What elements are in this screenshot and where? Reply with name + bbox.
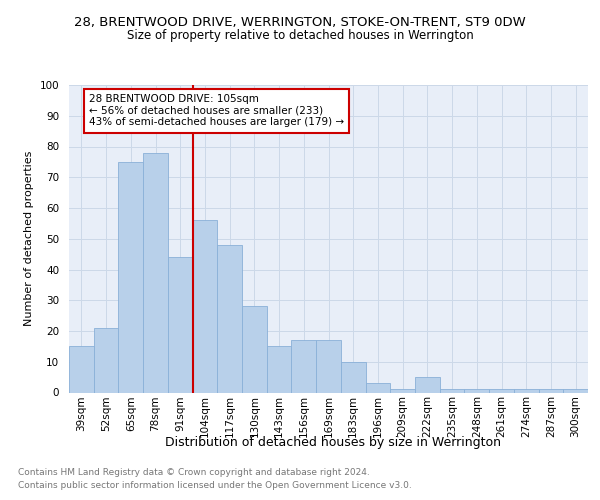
Text: 28, BRENTWOOD DRIVE, WERRINGTON, STOKE-ON-TRENT, ST9 0DW: 28, BRENTWOOD DRIVE, WERRINGTON, STOKE-O… [74, 16, 526, 29]
Bar [217, 245, 242, 392]
Text: Contains public sector information licensed under the Open Government Licence v3: Contains public sector information licen… [18, 480, 412, 490]
Bar [242, 306, 267, 392]
Bar [69, 346, 94, 393]
Y-axis label: Number of detached properties: Number of detached properties [24, 151, 34, 326]
Bar [94, 328, 118, 392]
Bar [390, 390, 415, 392]
Bar [489, 390, 514, 392]
Bar [267, 346, 292, 393]
Text: Contains HM Land Registry data © Crown copyright and database right 2024.: Contains HM Land Registry data © Crown c… [18, 468, 370, 477]
Text: Size of property relative to detached houses in Werrington: Size of property relative to detached ho… [127, 30, 473, 43]
Bar [168, 257, 193, 392]
Bar [316, 340, 341, 392]
Bar [464, 390, 489, 392]
Bar [440, 390, 464, 392]
Bar [341, 362, 365, 392]
Bar [292, 340, 316, 392]
Bar [365, 384, 390, 392]
Bar [415, 377, 440, 392]
Text: 28 BRENTWOOD DRIVE: 105sqm
← 56% of detached houses are smaller (233)
43% of sem: 28 BRENTWOOD DRIVE: 105sqm ← 56% of deta… [89, 94, 344, 128]
Bar [514, 390, 539, 392]
Bar [563, 390, 588, 392]
Bar [193, 220, 217, 392]
Text: Distribution of detached houses by size in Werrington: Distribution of detached houses by size … [165, 436, 501, 449]
Bar [143, 152, 168, 392]
Bar [539, 390, 563, 392]
Bar [118, 162, 143, 392]
